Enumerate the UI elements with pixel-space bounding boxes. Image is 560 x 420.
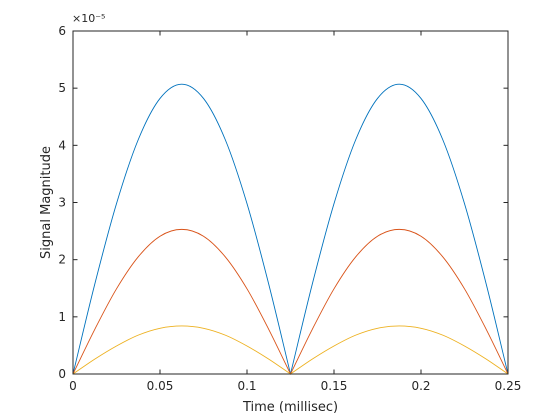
plot-area-border	[72, 30, 509, 375]
y-tick-label: 2	[58, 253, 66, 267]
y-tick-label: 1	[58, 310, 66, 324]
x-axis-label: Time (millisec)	[242, 400, 338, 415]
series-line-2	[72, 228, 509, 376]
tick-layer: 0 0.05 0.1 0.15 0.2 0.25 0 1 2 3 4 5 6	[58, 24, 521, 393]
y-exponent-label: ×10⁻⁵	[72, 12, 105, 25]
y-axis-label: Signal Magnitude	[39, 146, 54, 259]
x-tick-label: 0.05	[147, 379, 174, 393]
y-tick-label: 3	[58, 196, 66, 210]
series-line-3	[72, 325, 509, 375]
series-layer	[72, 83, 509, 376]
y-tick-label: 4	[58, 138, 66, 152]
x-tick-label: 0.25	[495, 379, 522, 393]
series-line-1	[72, 83, 509, 375]
y-tick-label: 5	[58, 81, 66, 95]
y-tick-label: 0	[58, 367, 66, 381]
x-tick-label: 0	[69, 379, 77, 393]
x-tick-label: 0.1	[237, 379, 256, 393]
y-tick-label: 6	[58, 24, 66, 38]
x-tick-label: 0.2	[411, 379, 430, 393]
x-tick-label: 0.15	[321, 379, 348, 393]
